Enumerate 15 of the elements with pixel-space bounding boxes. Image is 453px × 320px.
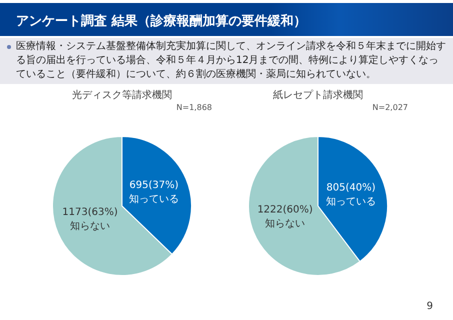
text: アンケート調査 結果（診療報酬加算の要件緩和） <box>16 12 307 30</box>
data-label: 1222(60%) <box>257 204 313 216</box>
text: N=2,027 <box>372 103 408 112</box>
slice-label: 知っている <box>128 193 179 205</box>
chart-title: 光ディスク等請求機関 <box>71 88 173 102</box>
slice-label: 知らない <box>265 218 306 230</box>
text: 医療情報・システム基盤整備体制充実加算に関して、オンライン請求を令和５年末までに開始する旨の届出を行っている場合、令和５年４月から12月までの間、特例により算定しやすくなっていること（要件緩和）について、約６割の医療機関・薬局に知られていない。 <box>16 40 446 82</box>
chart-title: 紙レセプト請求機関 <box>272 88 364 102</box>
data-label: 805(40%) <box>326 182 376 194</box>
data-label: 695(37%) <box>129 180 179 191</box>
slice-label: 知らない <box>70 220 110 232</box>
slice-label: 知っている <box>326 196 376 208</box>
text: 9 <box>426 301 433 312</box>
data-label: 1173(63%) <box>62 207 118 218</box>
text: N=1,868 <box>176 103 212 112</box>
